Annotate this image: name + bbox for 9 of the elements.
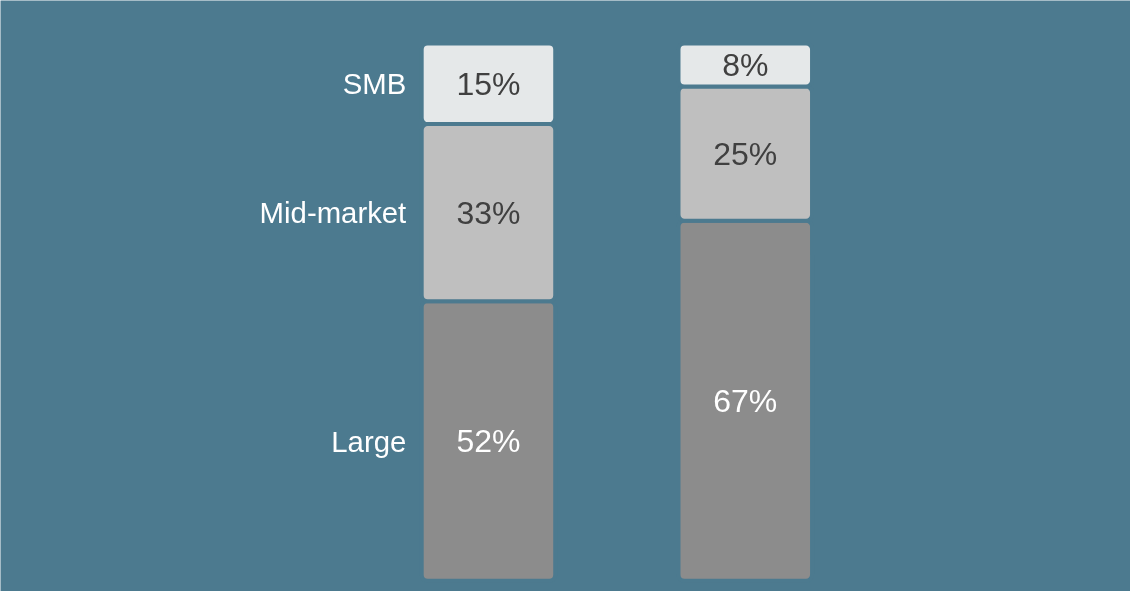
data-label: 8% <box>722 46 769 83</box>
series-label: SMB <box>342 67 407 101</box>
data-label: 52% <box>456 423 521 460</box>
data-label: 15% <box>456 65 521 102</box>
series-label: Large <box>331 424 407 458</box>
series-label: Mid-market <box>259 196 407 230</box>
data-label: 33% <box>456 194 521 231</box>
data-label: 67% <box>713 382 778 419</box>
data-label: 25% <box>713 135 778 172</box>
